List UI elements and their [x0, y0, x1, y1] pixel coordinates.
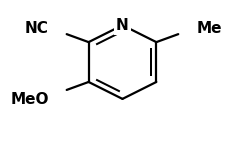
- Text: NC: NC: [25, 21, 49, 36]
- Text: N: N: [116, 18, 129, 33]
- Text: MeO: MeO: [10, 92, 49, 107]
- Text: Me: Me: [196, 21, 222, 36]
